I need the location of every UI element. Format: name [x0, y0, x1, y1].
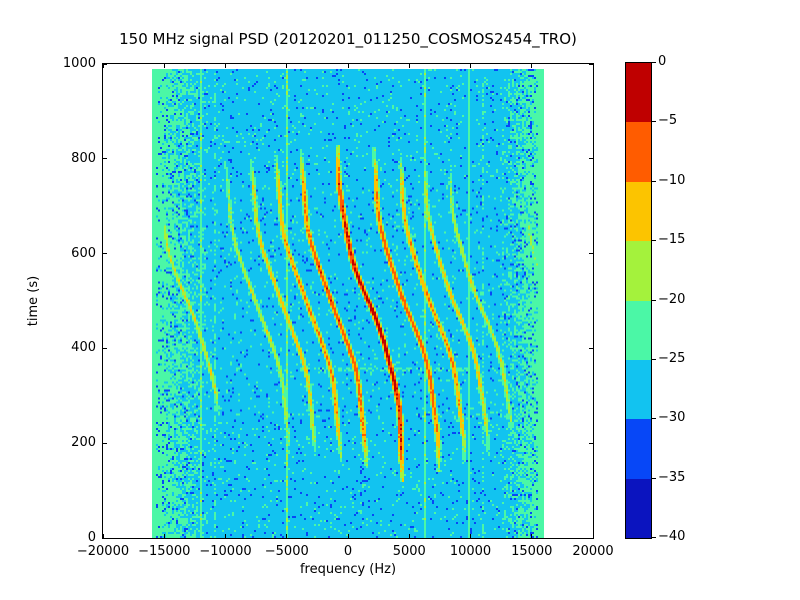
colorbar-segment	[626, 419, 651, 479]
colorbar-tick-label: −35	[658, 469, 686, 485]
colorbar-tick-label: −10	[658, 172, 686, 188]
x-axis-label: frequency (Hz)	[299, 562, 397, 577]
colorbar-tick-label: 0	[658, 54, 667, 69]
colorbar-segment	[626, 63, 651, 123]
colorbar-tick-mark	[652, 358, 656, 360]
colorbar-tick-mark	[652, 121, 656, 123]
y-tick-mark-right	[589, 537, 593, 539]
y-tick-mark	[103, 442, 107, 444]
y-tick-label: 400	[71, 340, 96, 356]
x-tick-mark-top	[592, 64, 594, 68]
y-tick-mark	[103, 347, 107, 349]
x-tick-label: 20000	[572, 544, 614, 559]
y-tick-label: 1000	[62, 56, 96, 71]
y-tick-mark-right	[589, 442, 593, 444]
x-tick-mark	[286, 534, 288, 538]
y-tick-mark-right	[589, 63, 593, 65]
colorbar-segment	[626, 122, 651, 182]
y-tick-mark	[103, 537, 107, 539]
colorbar-tick-label: −5	[658, 113, 678, 129]
colorbar	[625, 62, 652, 539]
x-tick-label: 0	[343, 544, 353, 559]
colorbar-tick-label: −30	[658, 410, 686, 426]
colorbar-tick-mark	[652, 240, 656, 242]
plot-area	[102, 63, 594, 539]
colorbar-segment	[626, 300, 651, 360]
colorbar-tick-label: −40	[658, 529, 686, 544]
x-tick-label: 5000	[392, 544, 426, 559]
y-tick-mark-right	[589, 253, 593, 255]
x-tick-mark	[470, 534, 471, 538]
x-tick-mark-top	[163, 64, 165, 68]
colorbar-tick-mark	[652, 180, 656, 182]
colorbar-tick-label: −20	[658, 291, 686, 307]
x-tick-mark	[163, 534, 165, 538]
colorbar-tick-mark	[652, 537, 656, 538]
x-tick-mark-top	[225, 64, 226, 68]
y-tick-label: 200	[71, 435, 96, 451]
colorbar-tick-mark	[652, 418, 656, 420]
colorbar-segment	[626, 478, 651, 538]
colorbar-tick-mark	[652, 62, 656, 63]
x-tick-label: −15000	[138, 544, 191, 559]
x-tick-label: −5000	[264, 544, 309, 559]
x-tick-label: −20000	[76, 544, 130, 559]
x-tick-mark	[102, 534, 104, 538]
x-tick-mark-top	[102, 64, 104, 68]
x-tick-mark-top	[531, 64, 533, 68]
colorbar-tick-mark	[652, 477, 656, 479]
y-tick-mark	[103, 63, 107, 65]
colorbar-segment	[626, 181, 651, 242]
x-tick-mark	[347, 534, 349, 538]
x-tick-mark	[225, 534, 226, 538]
colorbar-segment	[626, 359, 651, 420]
x-tick-mark	[592, 534, 594, 538]
y-tick-label: 800	[71, 150, 96, 166]
x-tick-mark-top	[286, 64, 288, 68]
colorbar-tick-label: −25	[658, 350, 686, 366]
x-tick-mark	[531, 534, 533, 538]
x-tick-mark-top	[347, 64, 349, 68]
chart-title: 150 MHz signal PSD (20120201_011250_COSM…	[119, 30, 577, 48]
x-tick-label: 15000	[511, 544, 553, 559]
colorbar-segment	[626, 241, 651, 301]
spectrogram-canvas	[152, 69, 544, 538]
y-tick-mark	[103, 253, 107, 255]
y-tick-mark-right	[589, 347, 593, 349]
y-tick-label: 0	[87, 530, 96, 545]
x-tick-mark	[408, 534, 410, 538]
x-tick-label: 10000	[449, 544, 492, 559]
x-tick-mark-top	[408, 64, 410, 68]
colorbar-tick-mark	[652, 299, 656, 301]
y-tick-label: 600	[71, 245, 96, 261]
x-tick-mark-top	[470, 64, 471, 68]
y-tick-mark	[103, 158, 107, 160]
colorbar-tick-label: −15	[658, 232, 686, 248]
x-tick-label: −10000	[199, 544, 252, 559]
y-tick-mark-right	[589, 158, 593, 160]
